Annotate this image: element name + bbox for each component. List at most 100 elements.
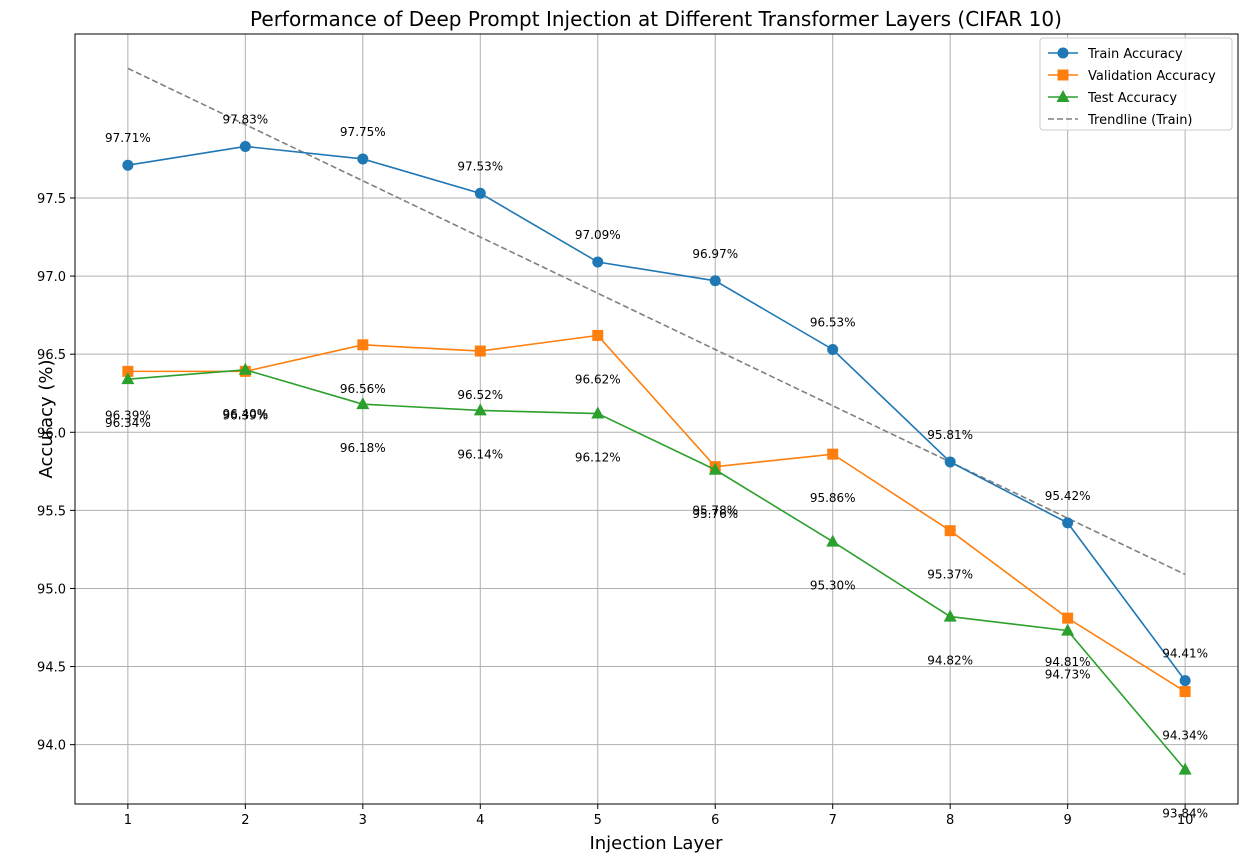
data-point	[122, 159, 134, 171]
data-point	[356, 397, 370, 410]
legend-label: Trendline (Train)	[1087, 113, 1193, 128]
data-point	[1179, 675, 1191, 687]
data-point	[827, 343, 839, 355]
data-point	[239, 140, 251, 152]
data-label: 96.52%	[457, 388, 503, 402]
x-tick-label: 1	[124, 813, 132, 828]
legend-marker	[1057, 47, 1069, 59]
y-axis-label: Accuracy (%)	[36, 359, 57, 478]
series-test-accuracy	[121, 362, 1192, 775]
data-point	[592, 329, 604, 341]
data-point	[473, 403, 487, 416]
y-tick-label: 95.0	[37, 582, 66, 597]
x-tick-label: 5	[594, 813, 602, 828]
data-labels-layer: 97.71% 97.83% 97.75% 97.53% 97.09% 96.97% 96.5…	[105, 112, 1208, 820]
data-label: 94.34%	[1162, 729, 1208, 743]
legend-marker	[1056, 90, 1070, 102]
y-tick-label: 94.5	[37, 661, 66, 676]
x-tick-label: 3	[359, 813, 367, 828]
data-point	[474, 345, 486, 357]
x-tick-label: 4	[476, 813, 484, 828]
series-train-accuracy	[122, 140, 1191, 687]
x-tick-label: 6	[711, 813, 719, 828]
data-point	[1062, 517, 1074, 529]
data-label: 97.71%	[105, 131, 151, 145]
legend-frame	[1039, 37, 1233, 131]
data-label: 95.81%	[927, 428, 973, 442]
legend-label: Validation Accuracy	[1088, 69, 1216, 84]
data-point	[1062, 612, 1074, 624]
data-label: 96.97%	[692, 247, 738, 261]
data-label: 95.76%	[692, 507, 738, 521]
series-validation-accuracy	[122, 329, 1191, 698]
series-line	[127, 145, 1186, 682]
legend-item: Train Accuracy	[1048, 47, 1183, 62]
data-point	[121, 372, 135, 385]
x-tick-label: 2	[241, 813, 249, 828]
data-label: 97.09%	[575, 228, 621, 242]
legend-label: Train Accuracy	[1087, 47, 1183, 62]
data-label: 96.53%	[810, 315, 856, 329]
data-label: 95.86%	[810, 491, 856, 505]
data-label: 97.83%	[222, 112, 268, 126]
data-point	[357, 153, 369, 165]
data-point	[474, 187, 486, 199]
y-tick-label: 97.0	[37, 270, 66, 285]
data-point	[827, 448, 839, 460]
chart-title: Performance of Deep Prompt Injection at …	[250, 7, 1062, 31]
data-point	[1178, 762, 1192, 775]
y-tick-label: 94.0	[37, 739, 66, 754]
x-tick-label: 9	[1064, 813, 1072, 828]
y-tick-label: 97.5	[37, 192, 66, 207]
data-label: 94.82%	[927, 654, 973, 668]
data-point	[592, 256, 604, 268]
data-point	[943, 609, 957, 622]
legend-item: Validation Accuracy	[1048, 69, 1216, 84]
legend-label: Test Accuracy	[1087, 91, 1177, 106]
series-line	[127, 368, 1186, 771]
data-label: 96.14%	[457, 447, 503, 461]
data-point	[238, 362, 252, 375]
data-label: 96.12%	[575, 451, 621, 465]
y-axis-ticks: 94.0 94.5 95.0 95.5 96.0 96.5 97.0 97.5	[37, 192, 75, 754]
data-label: 96.34%	[105, 416, 151, 430]
data-label: 96.39%	[105, 408, 151, 422]
legend: Train Accuracy Validation Accuracy Test Ac…	[1039, 37, 1233, 131]
x-tick-label: 8	[946, 813, 954, 828]
y-tick-label: 96.0	[37, 426, 66, 441]
series-line	[127, 334, 1186, 693]
data-point	[944, 456, 956, 468]
legend-marker	[1057, 69, 1069, 81]
x-axis-ticks: 1 2 3 4 5 6 7 8 9 10	[124, 804, 1194, 828]
data-label: 93.84%	[1162, 807, 1208, 821]
data-point	[708, 462, 722, 475]
plot-frame	[74, 33, 1239, 805]
data-label: 96.62%	[575, 372, 621, 386]
data-point	[122, 365, 134, 377]
data-label: 95.30%	[810, 579, 856, 593]
series-line	[127, 67, 1186, 576]
data-point	[826, 534, 840, 547]
x-tick-label: 10	[1177, 813, 1194, 828]
data-point	[1179, 686, 1191, 698]
data-point	[709, 275, 721, 287]
data-point	[1061, 623, 1075, 636]
data-label: 95.37%	[927, 568, 973, 582]
y-tick-label: 96.5	[37, 348, 66, 363]
data-label: 97.53%	[457, 159, 503, 173]
data-label: 97.75%	[340, 125, 386, 139]
legend-item: Test Accuracy	[1048, 90, 1177, 106]
series-trendline-train-	[127, 67, 1186, 576]
data-label: 96.39%	[222, 408, 268, 422]
data-label: 96.40%	[222, 407, 268, 421]
data-label: 94.73%	[1045, 668, 1091, 682]
data-point	[944, 525, 956, 537]
data-point	[357, 339, 369, 351]
data-label: 96.18%	[340, 441, 386, 455]
data-label: 95.78%	[692, 504, 738, 518]
data-label: 94.81%	[1045, 655, 1091, 669]
data-point	[591, 406, 605, 419]
x-tick-label: 7	[829, 813, 837, 828]
data-label: 96.56%	[340, 382, 386, 396]
